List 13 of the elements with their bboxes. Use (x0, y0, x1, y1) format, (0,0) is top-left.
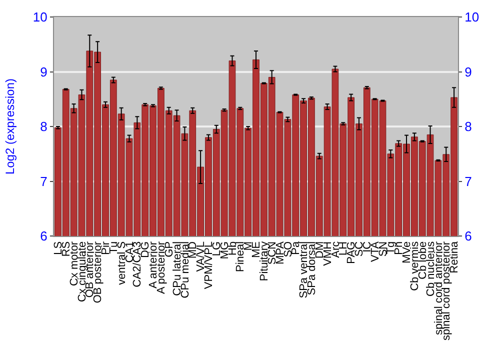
y2-tick-label: 10 (464, 10, 480, 25)
x-tick-label: Pituitary (258, 240, 270, 282)
y-tick-label: 9 (40, 64, 48, 80)
y2-tick-label: 8 (464, 119, 472, 134)
y-tick-label: 8 (40, 119, 48, 134)
y2-tick-label: 6 (464, 228, 472, 244)
y-axis-title: Log2 (expression) (3, 78, 18, 175)
y-tick-label: 7 (40, 174, 48, 189)
y-tick-label: 6 (40, 228, 48, 244)
y2-tick-label: 7 (464, 174, 472, 189)
y-tick-label: 10 (32, 10, 48, 25)
y2-tick-label: 9 (464, 64, 472, 80)
x-tick-label: Retina (448, 240, 461, 274)
